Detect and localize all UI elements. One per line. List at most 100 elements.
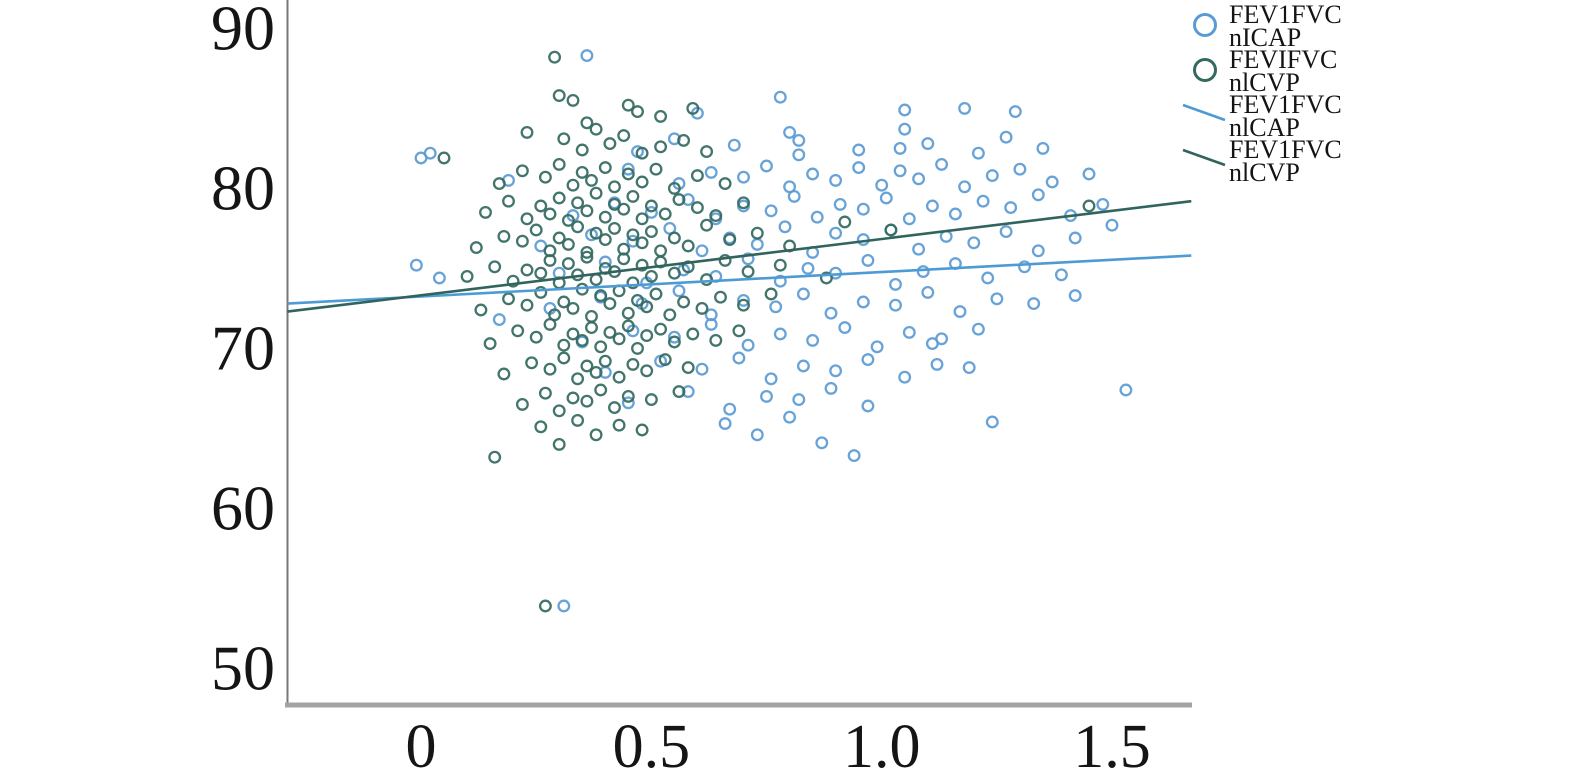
data-point xyxy=(594,340,608,354)
data-point xyxy=(469,241,483,255)
data-point xyxy=(571,196,585,210)
data-point xyxy=(898,103,912,117)
data-point xyxy=(672,284,686,298)
data-point xyxy=(695,244,709,258)
data-point xyxy=(626,189,640,203)
data-point xyxy=(654,322,668,336)
data-point xyxy=(677,133,691,147)
data-point xyxy=(971,146,985,160)
data-point xyxy=(681,239,695,253)
data-point xyxy=(631,105,644,119)
series-1-points xyxy=(437,50,1096,613)
data-point xyxy=(677,295,691,309)
data-point xyxy=(672,193,686,207)
data-point xyxy=(557,295,571,309)
data-point xyxy=(925,199,939,213)
data-point xyxy=(985,415,999,429)
data-point xyxy=(852,161,866,175)
data-point xyxy=(502,194,515,208)
data-point xyxy=(967,236,981,250)
data-point xyxy=(608,221,621,235)
data-point xyxy=(764,372,778,386)
data-point xyxy=(893,164,907,178)
data-point xyxy=(806,167,820,181)
data-point xyxy=(801,261,815,275)
data-point xyxy=(502,292,515,306)
data-point xyxy=(773,327,787,341)
data-point xyxy=(971,322,985,336)
data-point xyxy=(598,210,612,224)
data-point xyxy=(700,218,714,232)
data-point xyxy=(741,265,755,279)
data-point xyxy=(520,212,534,226)
data-point xyxy=(534,420,548,434)
data-point xyxy=(589,122,603,136)
legend-label-line1: FEV1FVC xyxy=(1229,135,1342,164)
data-point xyxy=(520,298,534,312)
data-point xyxy=(769,300,783,314)
data-point xyxy=(976,194,990,208)
data-point xyxy=(617,202,631,216)
data-point xyxy=(796,359,810,373)
data-point xyxy=(824,306,838,320)
legend-label-line2: nlCVP xyxy=(1229,67,1300,97)
data-point xyxy=(631,341,644,355)
data-point xyxy=(1096,197,1110,211)
data-point xyxy=(861,353,875,367)
data-point xyxy=(589,186,603,200)
data-point xyxy=(608,401,621,415)
x-tick-label-1.0: 1.0 xyxy=(842,713,921,781)
data-point xyxy=(571,220,585,234)
legend: FEV1FVC nICAP FEVIFVC nlCVP FEV1FVC nlCA… xyxy=(1181,0,1381,187)
data-point xyxy=(695,301,709,315)
data-point xyxy=(750,237,764,251)
data-point xyxy=(750,428,764,442)
data-point xyxy=(538,170,552,184)
data-point xyxy=(672,385,686,399)
data-point xyxy=(437,151,451,165)
data-point xyxy=(898,370,912,384)
data-point xyxy=(621,167,635,181)
x-tick-label-0: 0 xyxy=(405,713,437,781)
data-point xyxy=(617,129,631,143)
data-point xyxy=(515,397,529,411)
data-point xyxy=(432,271,446,285)
data-point xyxy=(640,329,654,343)
data-point xyxy=(902,212,916,226)
data-point xyxy=(741,338,755,352)
data-point xyxy=(829,173,843,187)
data-point xyxy=(580,204,594,218)
data-point xyxy=(783,410,797,424)
data-point xyxy=(856,295,870,309)
data-point xyxy=(1045,175,1059,189)
data-point xyxy=(833,197,847,211)
data-point xyxy=(640,300,654,314)
data-point xyxy=(681,385,695,399)
legend-item-fevifvc-nlcvp: FEVIFVC nlCVP xyxy=(1181,47,1381,97)
data-point xyxy=(681,361,695,375)
data-point xyxy=(594,289,608,303)
data-point xyxy=(557,338,571,352)
data-point xyxy=(538,599,552,613)
data-point xyxy=(635,236,649,250)
data-point xyxy=(737,293,750,307)
data-point xyxy=(690,169,704,183)
data-point xyxy=(1004,201,1018,215)
data-point xyxy=(902,325,916,339)
data-point xyxy=(543,362,557,376)
data-point xyxy=(626,276,640,290)
data-point xyxy=(598,354,612,368)
data-point xyxy=(856,202,870,216)
data-point xyxy=(773,90,787,104)
y-tick-label-60: 60 xyxy=(211,472,275,544)
data-point xyxy=(594,383,608,397)
data-point xyxy=(557,351,571,365)
data-point xyxy=(598,255,612,269)
data-point xyxy=(783,125,797,139)
legend-label-line1: FEV1FVC xyxy=(1229,0,1342,29)
data-point xyxy=(612,370,626,384)
legend-label-line2: nICAP xyxy=(1229,22,1302,52)
legend-label-line2: nlCVP xyxy=(1229,157,1300,187)
green-fit-line-icon xyxy=(1182,148,1226,167)
data-point xyxy=(686,327,700,341)
